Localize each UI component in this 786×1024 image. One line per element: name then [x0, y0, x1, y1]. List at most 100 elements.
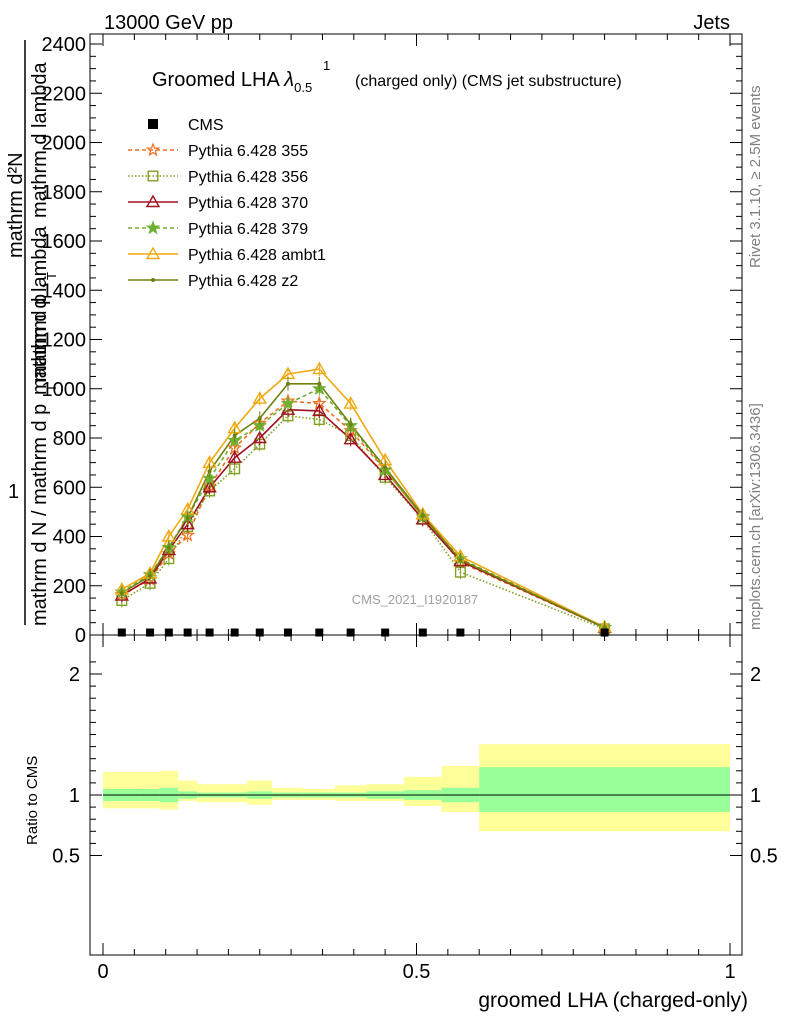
ratio-tick-label-right: 0.5	[750, 846, 778, 868]
marker-triangle	[145, 246, 161, 260]
marker-square-filled	[117, 628, 126, 637]
series-line	[121, 400, 605, 629]
ratio-tick-label-right: 2	[750, 664, 761, 686]
marker-dot	[257, 416, 262, 421]
y-tick-label: 2200	[42, 83, 87, 105]
marker-dot	[148, 573, 153, 578]
x-tick-label: 1	[724, 961, 735, 983]
marker-square-filled	[146, 628, 155, 637]
legend-label: Pythia 6.428 356	[188, 169, 308, 186]
ylabel-inv-2: mathrm d lambda	[29, 226, 51, 382]
marker-dot	[185, 516, 190, 521]
marker-square-filled	[600, 628, 609, 637]
ylabel-inv-1: mathrm d N / mathrm d p	[29, 404, 51, 626]
cms-data-points	[117, 628, 609, 637]
marker-dot	[207, 469, 212, 474]
marker-triangle	[343, 431, 358, 445]
y-tick-label: 1600	[42, 231, 87, 253]
y-tick-label: 400	[53, 527, 86, 549]
marker-star	[180, 527, 196, 542]
legend-label: Pythia 6.428 370	[188, 195, 308, 212]
title-tail: (charged only) (CMS jet substructure)	[355, 73, 622, 90]
marker-dot	[285, 381, 290, 386]
y-tick-label: 600	[53, 477, 86, 499]
marker-dot	[151, 278, 155, 282]
marker-dot	[119, 591, 124, 596]
y-tick-label: 0	[75, 625, 86, 647]
ratio-tick-label: 0.5	[52, 846, 80, 868]
ylabel-num-1: mathrm d²N	[5, 152, 27, 258]
x-tick-labels: 0 0.5 1	[97, 961, 735, 983]
ratio-inner-band	[479, 767, 730, 812]
y-tick-labels: 0 200 400 600 800 1000 1200 1400 1600 1800 2000 220…	[42, 34, 87, 647]
title-main: Groomed LHA	[152, 69, 284, 91]
series-lines	[121, 368, 605, 630]
marker-dot	[348, 422, 353, 427]
legend-label: Pythia 6.428 379	[188, 221, 308, 238]
side-text-top: Rivet 3.1.10, ≥ 2.5M events	[747, 86, 764, 269]
marker-square-filled	[183, 628, 192, 637]
ratio-tick-labels: 0.5 0.5 1 1 2 2	[52, 664, 778, 868]
header-right: Jets	[693, 12, 730, 34]
y-tick-label: 2400	[42, 34, 87, 56]
y-tick-label: 200	[53, 576, 86, 598]
title-lambda: λ	[283, 69, 294, 91]
y-tick-label: 1800	[42, 182, 87, 204]
main-axis-ticks	[90, 34, 742, 636]
marker-triangle	[312, 403, 327, 417]
ylabel-den-2: mathrm d lambda	[29, 62, 51, 218]
y-tick-label: 1200	[42, 330, 87, 352]
marker-square-filled	[255, 628, 264, 637]
marker-triangle	[280, 402, 296, 415]
marker-square	[147, 170, 159, 182]
marker-square-filled	[346, 628, 355, 637]
marker-star	[280, 395, 296, 410]
legend-label: CMS	[188, 117, 224, 134]
marker-square-filled	[456, 628, 465, 637]
marker-dot	[420, 513, 425, 518]
marker-triangle	[202, 479, 217, 493]
marker-square-filled	[164, 628, 173, 637]
ylabel-one: 1	[8, 481, 19, 503]
y-tick-label: 1000	[42, 379, 87, 401]
y-tick-label: 1400	[42, 280, 87, 302]
legend-label: Pythia 6.428 ambt1	[188, 247, 326, 264]
legend: CMS Pythia 6.428 355 Pythia 6.428 356 Pythi…	[128, 117, 326, 290]
watermark: CMS_2021_I1920187	[352, 592, 479, 607]
series-markers	[114, 361, 612, 636]
header-left: 13000 GeV pp	[104, 12, 233, 34]
marker-square-filled	[283, 628, 292, 637]
ratio-ylabel: Ratio to CMS	[24, 756, 41, 845]
marker-triangle	[252, 430, 267, 444]
ylabel-den-1: mathrm d p	[29, 294, 51, 395]
ratio-bands	[103, 744, 730, 832]
marker-dot	[166, 545, 171, 550]
marker-dot	[458, 557, 463, 562]
x-axis-label: groomed LHA (charged-only)	[478, 989, 748, 1012]
x-tick-label: 0.5	[403, 961, 431, 983]
marker-dot	[232, 433, 237, 438]
marker-square-filled	[205, 628, 214, 637]
ratio-tick-label: 2	[69, 664, 80, 686]
series-line	[121, 382, 605, 629]
ratio-tick-label-right: 1	[750, 785, 761, 807]
marker-triangle	[227, 450, 242, 463]
title-sup: 1	[323, 58, 330, 73]
marker-dot	[317, 381, 322, 386]
chart-title: Groomed LHA λ0.5	[152, 69, 312, 95]
marker-square-filled	[230, 628, 239, 637]
marker-star	[145, 142, 161, 157]
marker-dot	[383, 465, 388, 470]
marker-square-filled	[381, 628, 390, 637]
series-line	[121, 368, 605, 628]
marker-triangle	[145, 194, 161, 208]
legend-label: Pythia 6.428 355	[188, 143, 308, 160]
y-axis-label: mathrm d²N mathrm d p T mathrm d lambda …	[5, 40, 59, 626]
ylabel-inv-sub: T	[44, 384, 59, 392]
marker-triangle	[343, 396, 358, 409]
ratio-tick-label: 1	[69, 785, 80, 807]
marker-square-filled	[148, 119, 158, 129]
marker-star	[145, 220, 161, 235]
marker-square-filled	[418, 628, 427, 637]
